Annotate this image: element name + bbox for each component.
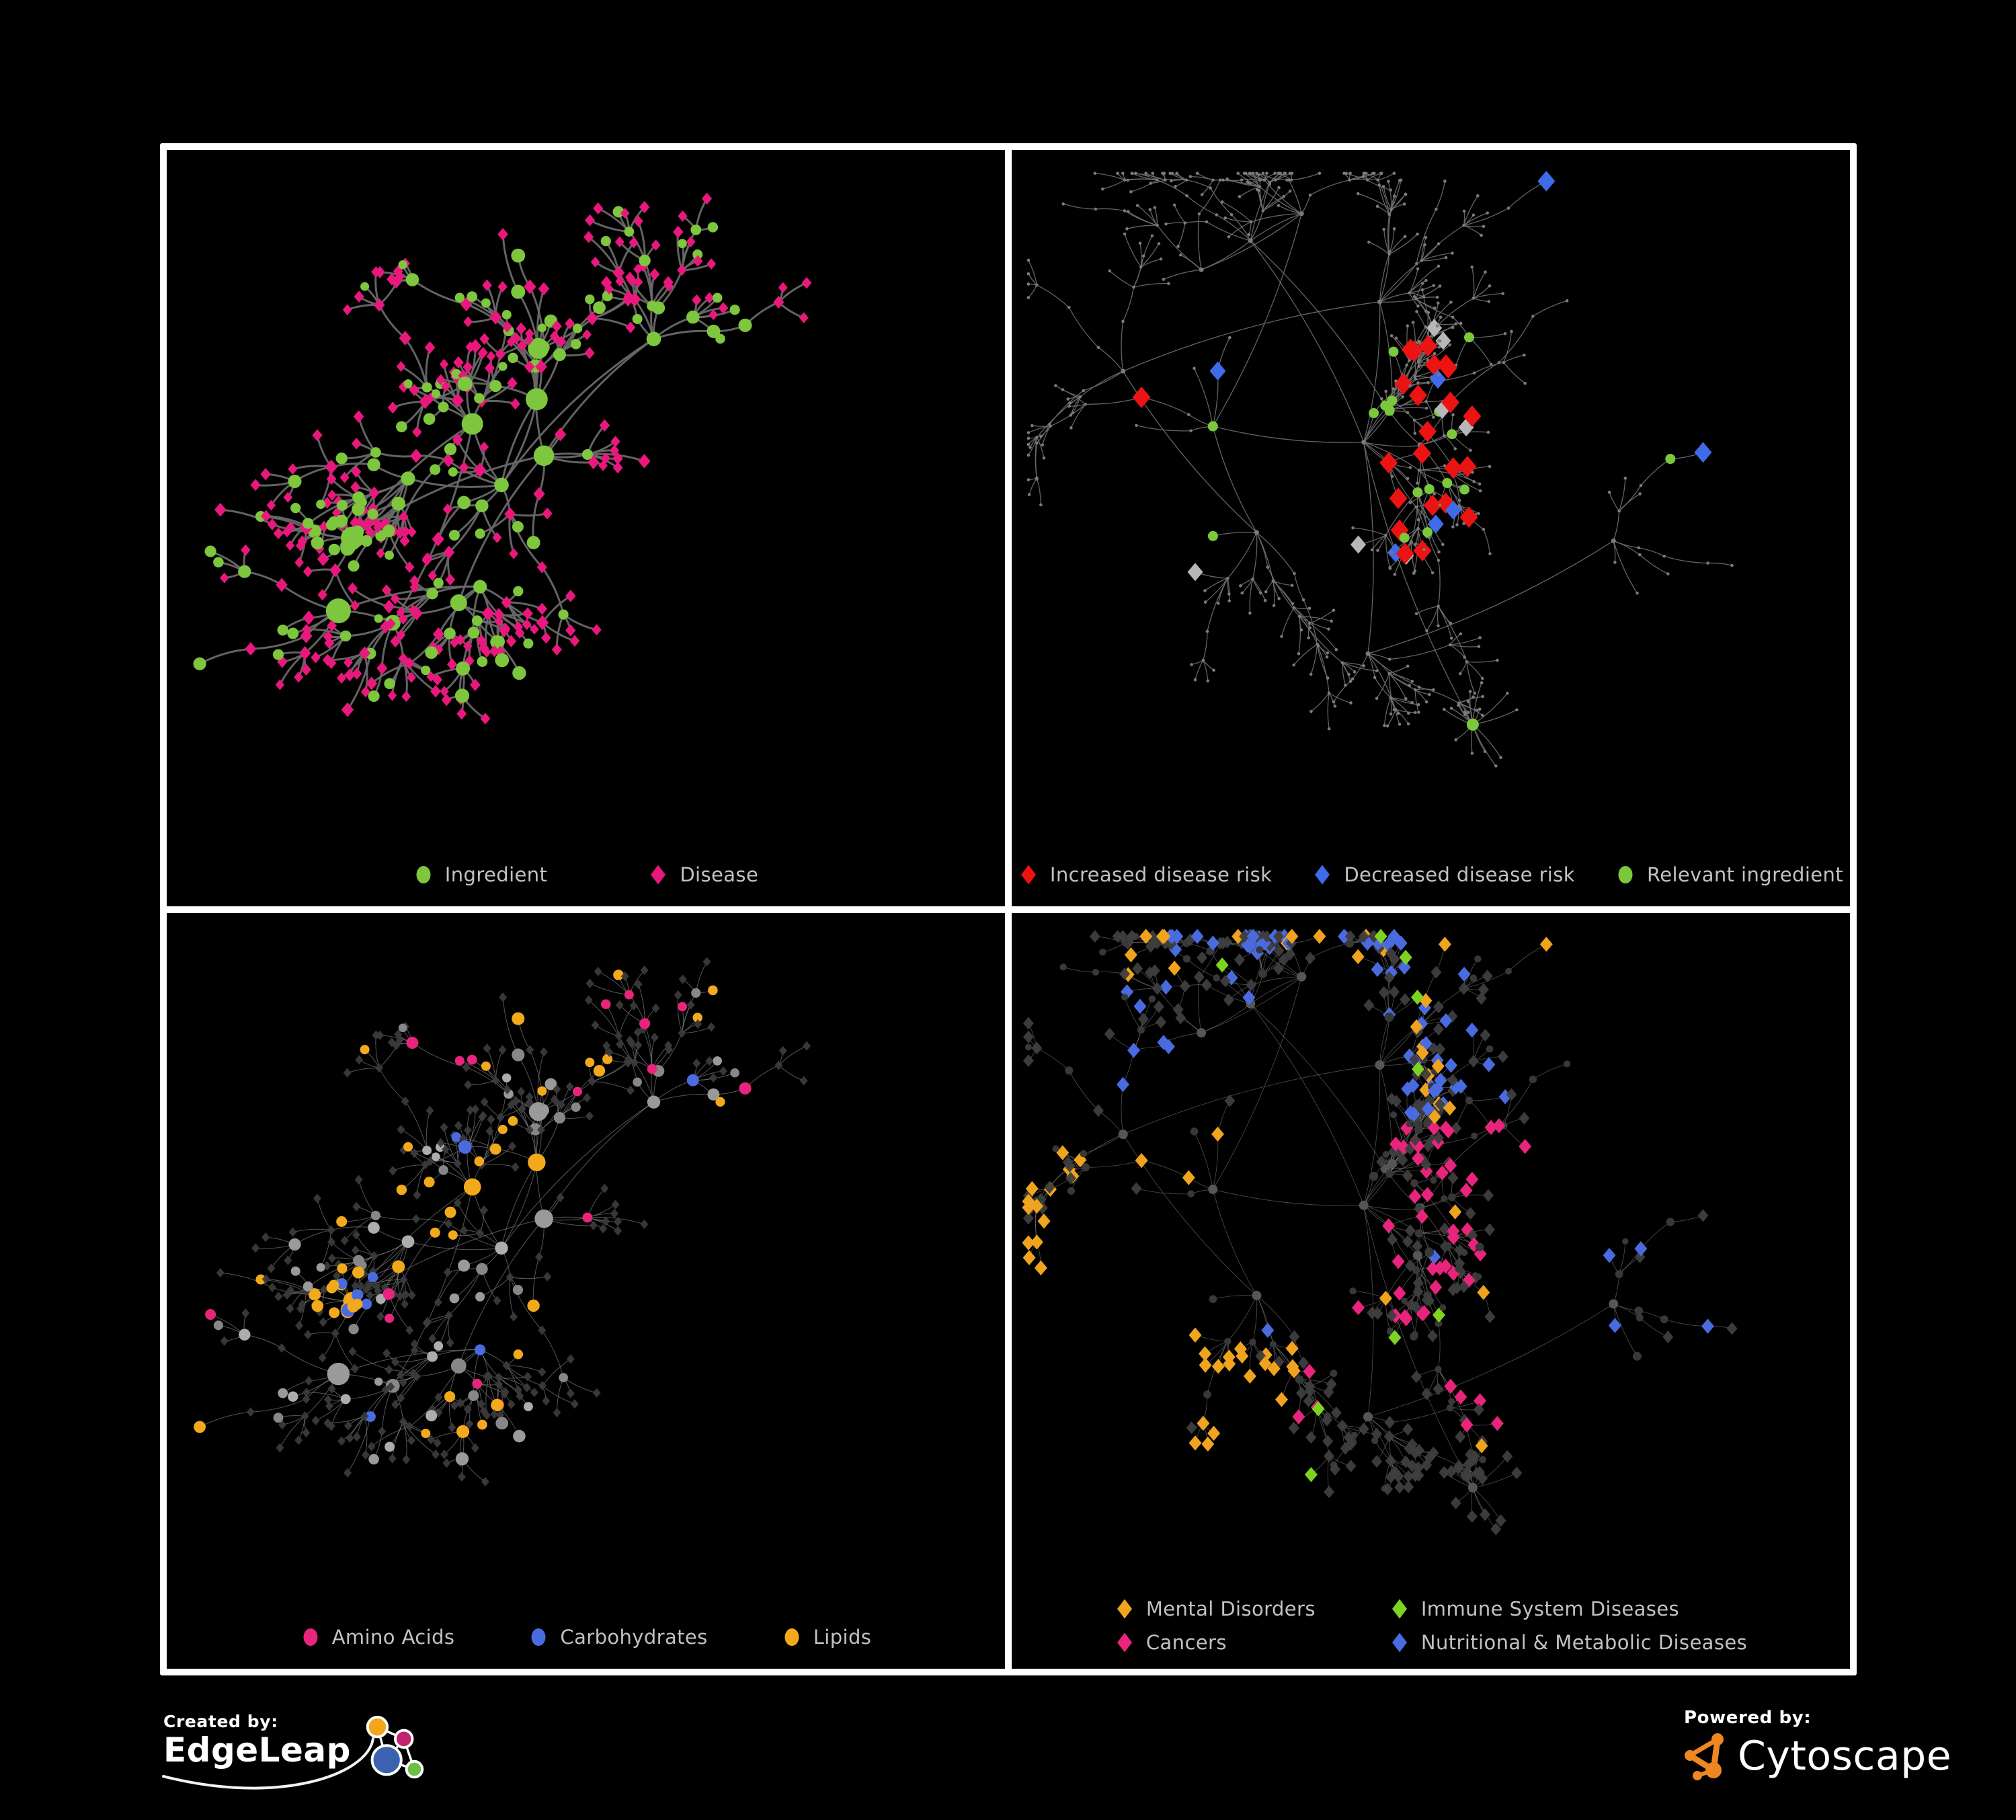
diamond-marker-icon: [1392, 1599, 1407, 1619]
diamond-marker-icon: [1020, 865, 1036, 884]
legend-label: Decreased disease risk: [1344, 863, 1575, 886]
legend-item-relevant-ingredient: Relevant ingredient: [1615, 863, 1843, 886]
cytoscape-network-icon: [1685, 1733, 1724, 1780]
legend-label: Increased disease risk: [1049, 863, 1273, 886]
edgeleap-wordmark: EdgeLeap: [163, 1731, 351, 1770]
legend-item-carbohydrates: Carbohydrates: [528, 1626, 707, 1649]
legend-item-immune-system-diseases: Immune System Diseases: [1389, 1597, 1747, 1620]
circle-marker-icon: [784, 1628, 799, 1646]
circle-marker-icon: [531, 1628, 546, 1646]
legend-label: Carbohydrates: [560, 1626, 708, 1649]
diamond-marker-icon: [1392, 1632, 1407, 1653]
panel-disease-category: Mental Disorders Immune System Diseases Ca…: [1012, 912, 1850, 1669]
panel-disease-risk: Increased disease risk Decreased disease …: [1012, 150, 1850, 906]
panel-ingredient-disease: Ingredient Disease: [167, 150, 1005, 906]
network-graph-disease-category: [1022, 928, 1738, 1536]
network-graph-ingredient-disease: [193, 192, 812, 725]
legend-disease-category: Mental Disorders Immune System Diseases Ca…: [1012, 1597, 1850, 1654]
legend-nutrient-category: Amino Acids Carbohydrates Lipids: [167, 1626, 1005, 1649]
legend-label: Mental Disorders: [1145, 1597, 1316, 1620]
legend-label: Relevant ingredient: [1646, 863, 1844, 886]
legend-label: Amino Acids: [331, 1626, 455, 1649]
legend-label: Disease: [680, 863, 759, 886]
created-by-block: Created by: EdgeLeap: [162, 1712, 433, 1790]
legend-disease-risk: Increased disease risk Decreased disease …: [1012, 863, 1850, 886]
created-by-label: Created by:: [163, 1712, 278, 1731]
circle-marker-icon: [1618, 865, 1633, 883]
legend-item-increased-disease-risk: Increased disease risk: [1018, 863, 1272, 886]
cytoscape-brand-row: Cytoscape: [1684, 1731, 1951, 1782]
legend-ingredient-disease: Ingredient Disease: [167, 863, 1005, 886]
legend-item-cancers: Cancers: [1115, 1631, 1316, 1654]
legend-item-nutritional-metabolic-diseases: Nutritional & Metabolic Diseases: [1389, 1631, 1747, 1654]
diamond-marker-icon: [1315, 865, 1330, 884]
legend-item-decreased-disease-risk: Decreased disease risk: [1312, 863, 1575, 886]
legend-item-amino-acids: Amino Acids: [300, 1626, 455, 1649]
edgeleap-network-icon: [366, 1715, 424, 1779]
legend-label: Immune System Diseases: [1420, 1597, 1680, 1620]
legend-label: Nutritional & Metabolic Diseases: [1420, 1631, 1748, 1654]
diamond-marker-icon: [1117, 1599, 1132, 1619]
diamond-marker-icon: [1117, 1632, 1132, 1653]
circle-marker-icon: [303, 1628, 318, 1646]
powered-by-block: Powered by: Cytoscape: [1684, 1708, 1951, 1782]
legend-item-ingredient: Ingredient: [413, 863, 548, 886]
legend-item-mental-disorders: Mental Disorders: [1115, 1597, 1316, 1620]
legend-label: Cancers: [1145, 1631, 1227, 1654]
network-graph-nutrient-category: [194, 956, 811, 1487]
edgeleap-brand-row: EdgeLeap: [163, 1715, 433, 1789]
legend-label: Ingredient: [444, 863, 548, 886]
cytoscape-wordmark: Cytoscape: [1738, 1733, 1952, 1780]
legend-item-lipids: Lipids: [782, 1626, 872, 1649]
circle-marker-icon: [416, 865, 431, 883]
powered-by-label: Powered by:: [1684, 1708, 1812, 1728]
diamond-marker-icon: [651, 865, 666, 884]
network-graph-disease-risk: [1026, 171, 1734, 768]
legend-label: Lipids: [813, 1626, 872, 1649]
panel-grid: Ingredient Disease Increased disease risk…: [160, 143, 1857, 1675]
panel-nutrient-category: Amino Acids Carbohydrates Lipids: [167, 912, 1005, 1669]
legend-item-disease: Disease: [648, 863, 758, 886]
